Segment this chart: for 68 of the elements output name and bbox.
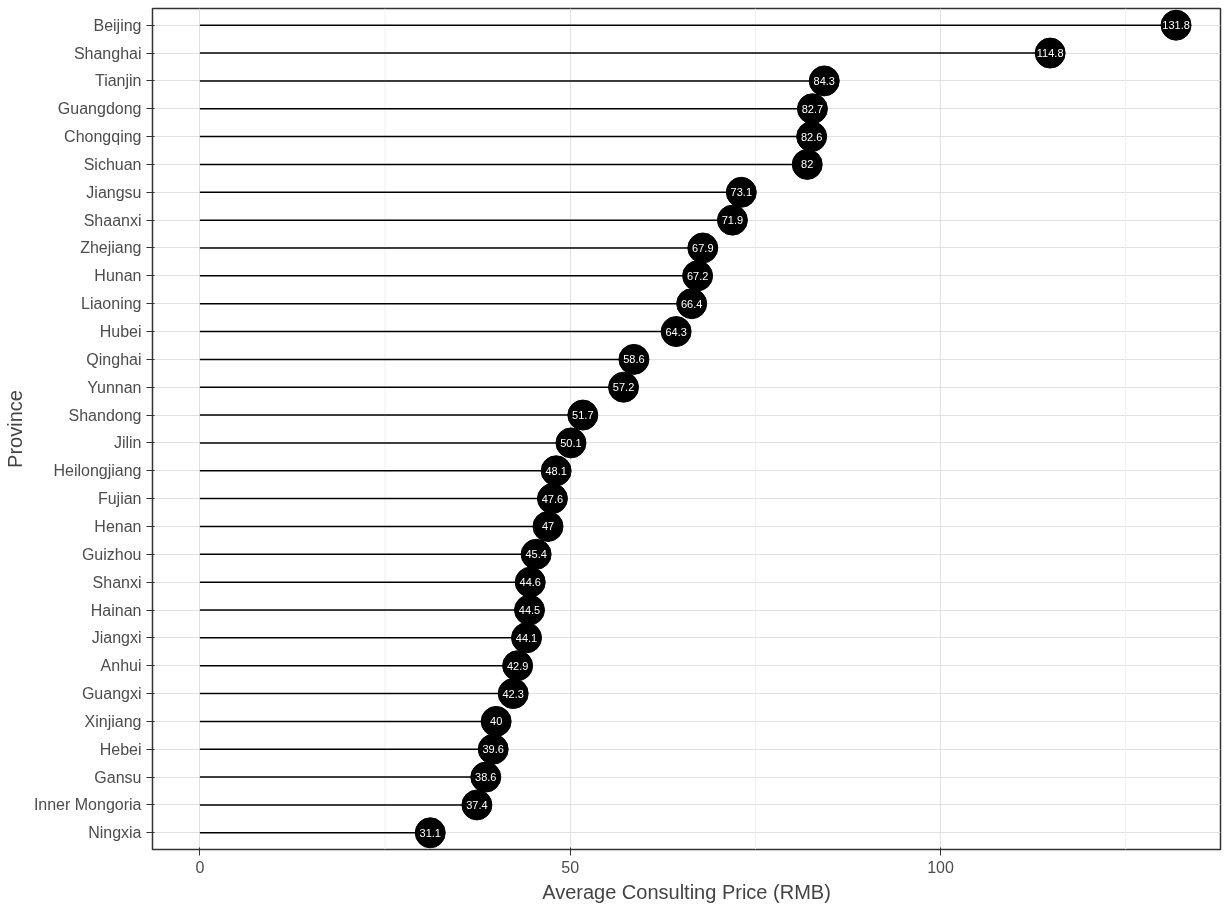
data-label: 37.4 <box>466 798 488 811</box>
data-label: 44.1 <box>515 631 538 644</box>
data-label: 47.6 <box>541 492 564 505</box>
data-label: 73.1 <box>730 186 753 199</box>
x-tick-label: 0 <box>195 858 205 876</box>
data-label: 64.3 <box>665 325 687 338</box>
y-tick-label: Shandong <box>68 406 142 424</box>
y-tick-label: Ningxia <box>88 824 142 842</box>
y-tick-label: Jiangsu <box>86 183 142 201</box>
y-axis-title: Province <box>3 390 26 468</box>
point <box>532 511 564 542</box>
point <box>480 705 512 737</box>
data-label: 50.1 <box>560 436 582 449</box>
x-tick-label: 100 <box>927 858 954 876</box>
y-tick-label: Fujian <box>97 490 142 508</box>
y-tick-label: Guizhou <box>81 545 142 563</box>
y-tick-label: Zhejiang <box>80 239 142 257</box>
data-label: 57.2 <box>612 381 635 394</box>
data-label: 84.3 <box>813 74 835 87</box>
y-tick-label: Tianjin <box>94 72 142 90</box>
data-label: 131.8 <box>1162 19 1190 32</box>
data-label: 58.6 <box>623 353 645 366</box>
data-label: 44.5 <box>518 604 541 617</box>
data-label: 45.4 <box>525 548 547 561</box>
y-tick-label: Shaanxi <box>83 211 142 229</box>
data-label: 71.9 <box>721 214 744 227</box>
data-label: 82.7 <box>801 102 824 115</box>
data-label: 67.2 <box>686 269 709 282</box>
data-label: 47 <box>541 520 555 533</box>
y-tick-label: Hubei <box>99 323 142 341</box>
data-label: 67.9 <box>692 241 714 254</box>
data-label: 66.4 <box>680 297 703 310</box>
data-label: 51.7 <box>572 409 594 422</box>
y-tick-label: Hebei <box>99 740 142 758</box>
y-tick-label: Qinghai <box>86 350 142 368</box>
data-label: 31.1 <box>419 826 441 839</box>
x-axis-title: Average Consulting Price (RMB) <box>542 880 831 903</box>
y-tick-label: Shanghai <box>73 44 142 62</box>
y-tick-label: Xinjiang <box>84 712 142 730</box>
y-tick-label: Hainan <box>90 601 142 619</box>
y-tick-label: Hunan <box>94 267 142 285</box>
y-tick-label: Guangdong <box>57 100 142 118</box>
y-tick-label: Inner Mongoria <box>33 796 142 814</box>
y-tick-label: Yunnan <box>87 378 142 396</box>
y-tick-label: Chongqing <box>64 128 142 146</box>
y-tick-label: Gansu <box>94 768 142 786</box>
y-tick-label: Anhui <box>100 657 142 675</box>
data-label: 114.8 <box>1036 47 1064 60</box>
y-tick-label: Henan <box>94 517 142 535</box>
y-tick-label: Heilongjiang <box>53 462 142 480</box>
y-tick-label: Guangxi <box>81 685 142 703</box>
data-label: 82.6 <box>800 130 823 143</box>
data-label: 44.6 <box>519 576 541 589</box>
data-label: 38.6 <box>475 771 497 784</box>
y-tick-label: Shanxi <box>92 573 142 591</box>
y-tick-label: Jilin <box>113 434 142 452</box>
data-label: 42.3 <box>502 687 524 700</box>
point <box>791 148 823 180</box>
y-tick-label: Liaoning <box>81 295 142 313</box>
data-label: 42.9 <box>506 659 529 672</box>
data-label: 40 <box>490 715 503 728</box>
data-label: 82 <box>801 158 814 171</box>
y-tick-label: Beijing <box>93 16 142 34</box>
data-label: 39.6 <box>482 743 504 756</box>
x-tick-label: 50 <box>561 858 580 876</box>
y-tick-label: Sichuan <box>83 155 142 173</box>
data-label: 48.1 <box>545 464 567 477</box>
y-tick-label: Jiangxi <box>91 629 142 647</box>
